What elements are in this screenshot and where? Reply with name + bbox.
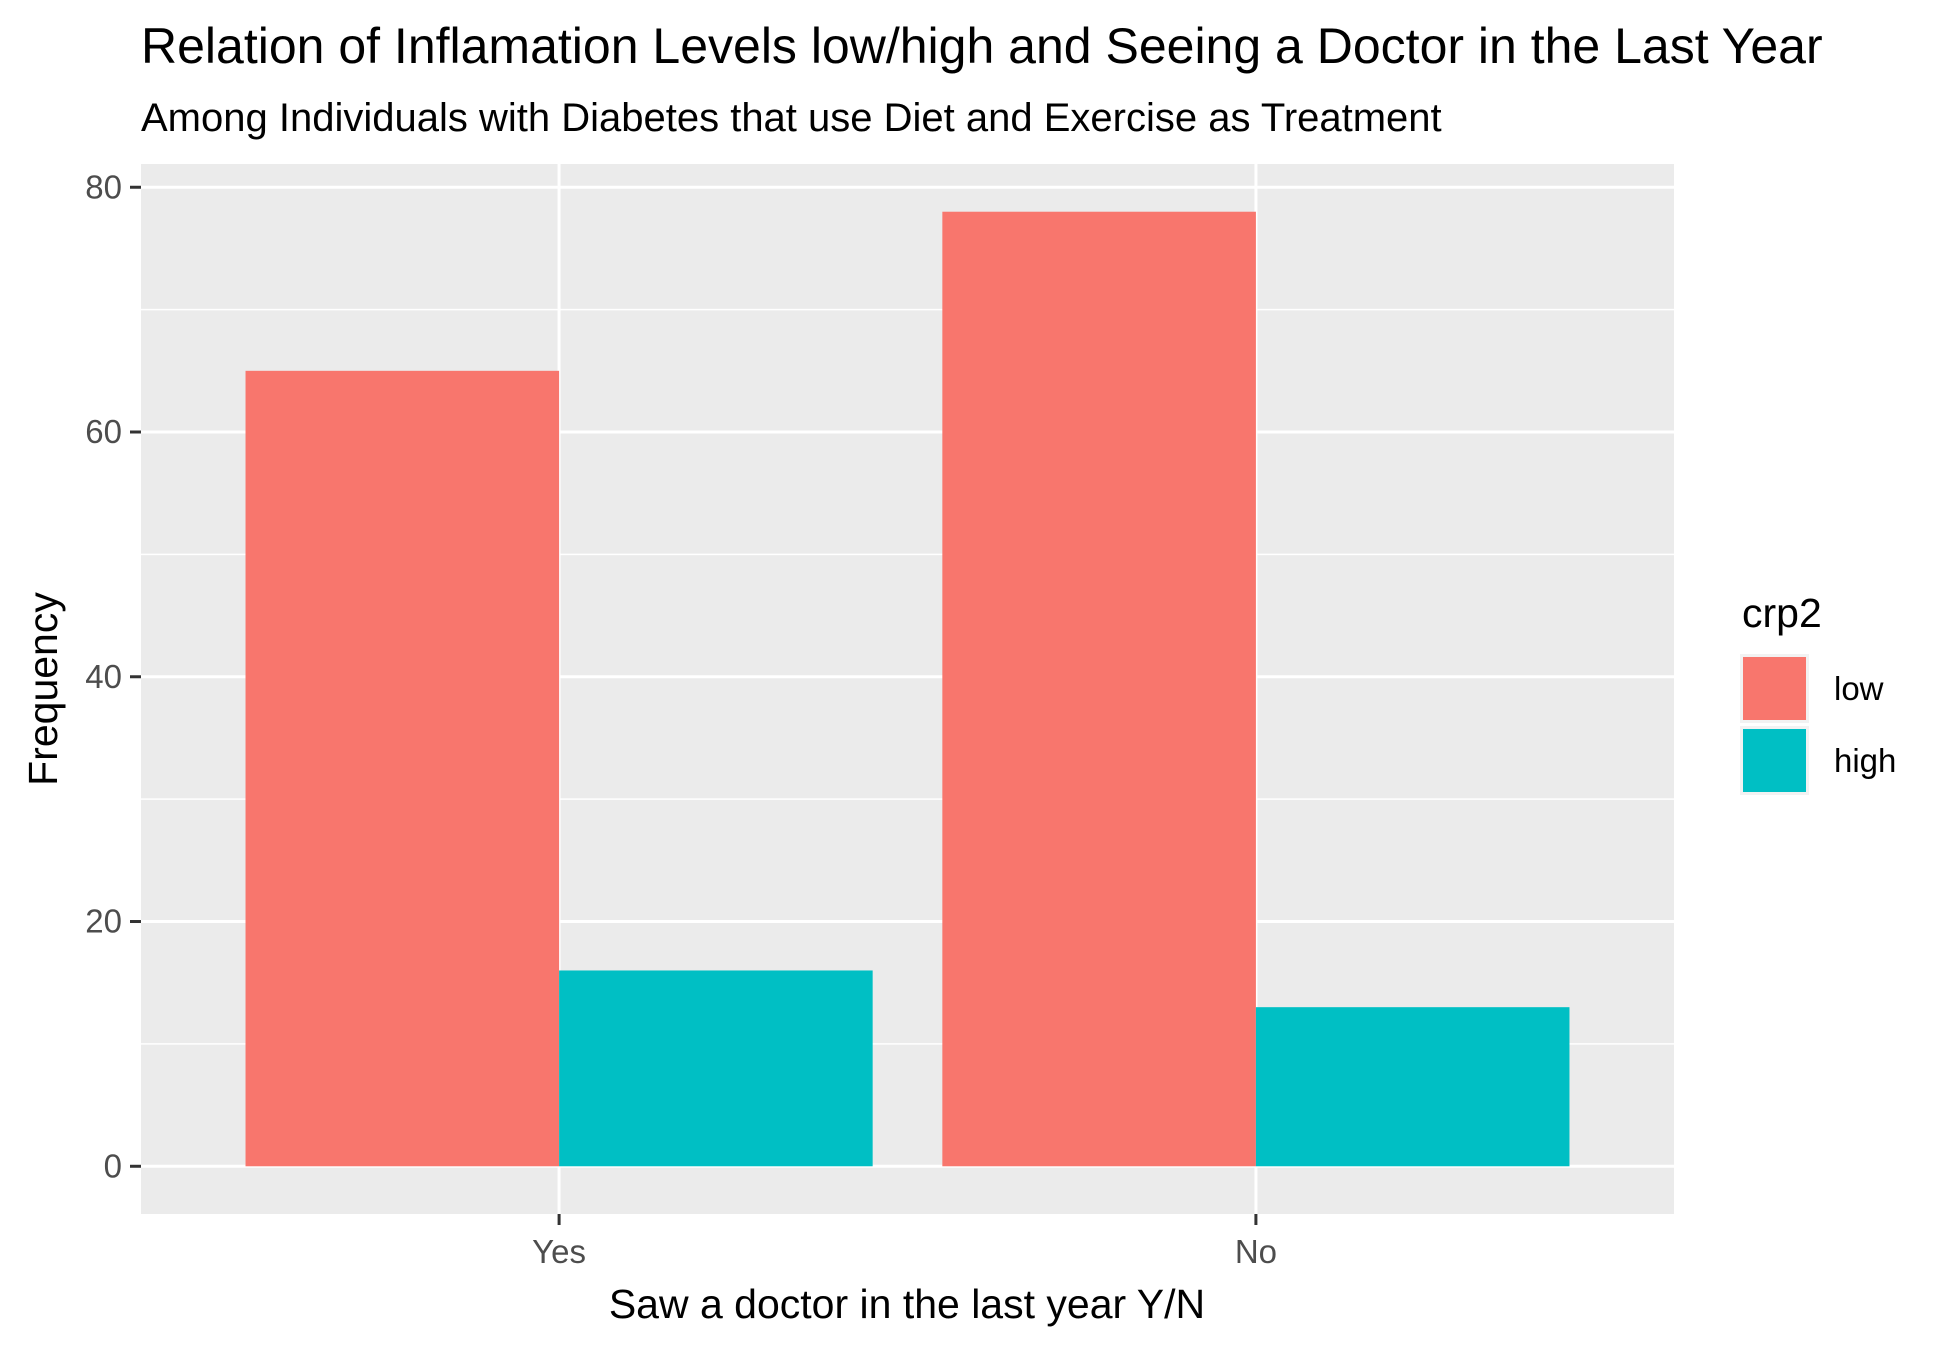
y-tick-label: 60 [85, 413, 122, 450]
chart-title: Relation of Inflamation Levels low/high … [141, 18, 1823, 74]
y-tick-label: 0 [104, 1147, 122, 1184]
x-tick-label: No [1235, 1233, 1277, 1270]
y-tick-label: 40 [85, 658, 122, 695]
legend-label-high: high [1834, 742, 1896, 779]
y-axis: 0 20 40 60 80 [85, 168, 141, 1184]
bar-no-high [1255, 1007, 1570, 1167]
legend-key-high [1743, 729, 1806, 792]
legend-title: crp2 [1742, 590, 1822, 636]
legend: crp2 low high [1740, 590, 1896, 795]
legend-key-low [1743, 657, 1806, 720]
y-axis-title: Frequency [20, 592, 66, 786]
x-axis-title: Saw a doctor in the last year Y/N [609, 1281, 1205, 1327]
bars [245, 211, 1570, 1167]
bar-no-low [942, 211, 1256, 1167]
y-tick-label: 20 [85, 903, 122, 940]
bar-yes-low [245, 370, 560, 1167]
x-tick-label: Yes [532, 1233, 586, 1270]
chart-subtitle: Among Individuals with Diabetes that use… [141, 96, 1442, 140]
bar-yes-high [559, 970, 873, 1167]
y-tick-label: 80 [85, 168, 122, 205]
x-axis: Yes No [532, 1214, 1277, 1270]
legend-label-low: low [1834, 670, 1884, 707]
